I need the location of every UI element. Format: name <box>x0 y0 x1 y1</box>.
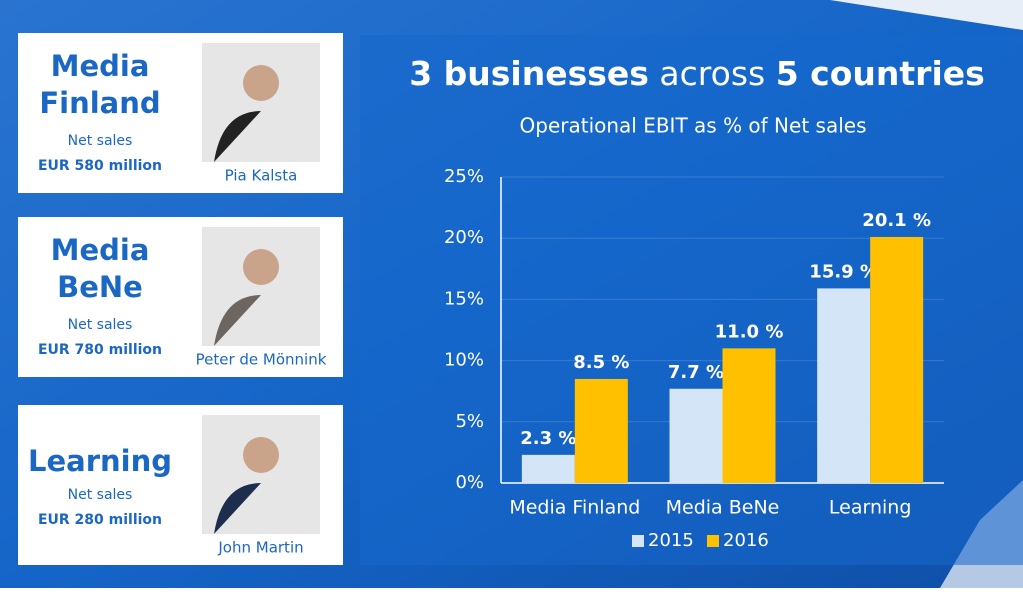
value-label: 15.9 % <box>809 261 878 282</box>
card-title: Finland <box>39 86 160 120</box>
person-name: Pia Kalsta <box>225 167 298 185</box>
sales-label: Net sales <box>68 317 133 333</box>
sales-value: EUR 780 million <box>38 342 162 358</box>
person-name: Peter de Mönnink <box>196 351 327 369</box>
title-part: 5 countries <box>776 54 985 93</box>
photo-body <box>214 483 261 534</box>
photo-head <box>243 437 279 473</box>
sales-label: Net sales <box>68 133 133 149</box>
photo-head <box>243 249 279 285</box>
value-label: 8.5 % <box>573 352 629 373</box>
y-tick-label: 5% <box>455 411 484 432</box>
x-tick-label: Media Finland <box>509 497 640 519</box>
legend-swatch <box>707 535 719 547</box>
y-tick-label: 10% <box>444 350 484 371</box>
card-title: Learning <box>28 444 172 478</box>
legend-swatch <box>632 535 644 547</box>
bar <box>521 454 575 483</box>
decor <box>830 0 1023 30</box>
card-title: BeNe <box>57 270 143 304</box>
x-tick-label: Learning <box>829 497 912 519</box>
title-part: across <box>659 54 765 93</box>
bar <box>669 388 723 483</box>
sales-value: EUR 580 million <box>38 158 162 174</box>
person-name: John Martin <box>217 539 303 557</box>
chart-subtitle: Operational EBIT as % of Net sales <box>520 114 867 138</box>
value-label: 11.0 % <box>715 321 784 342</box>
sales-value: EUR 280 million <box>38 512 162 528</box>
sales-label: Net sales <box>68 487 133 503</box>
y-tick-label: 25% <box>444 166 484 187</box>
photo-body <box>214 111 261 162</box>
card-title: Media <box>51 49 150 83</box>
y-tick-label: 0% <box>455 472 484 493</box>
card-title: Media <box>51 233 150 267</box>
chart-title: 3 businesses across 5 countries <box>409 54 985 93</box>
y-tick-label: 15% <box>444 288 484 309</box>
value-label: 20.1 % <box>862 210 931 231</box>
x-tick-label: Media BeNe <box>666 497 780 519</box>
legend-label: 2016 <box>723 530 769 551</box>
bar <box>817 288 871 483</box>
bar <box>722 348 776 483</box>
chart: 3 businesses across 5 countries Operatio… <box>409 54 985 552</box>
bar <box>870 236 924 483</box>
y-tick-label: 20% <box>444 227 484 248</box>
title-part: 3 businesses <box>409 54 649 93</box>
value-label: 7.7 % <box>668 362 724 383</box>
legend-label: 2015 <box>648 530 694 551</box>
photo-head <box>243 65 279 101</box>
value-label: 2.3 % <box>520 428 576 449</box>
photo-body <box>214 295 261 346</box>
bar <box>574 378 628 483</box>
